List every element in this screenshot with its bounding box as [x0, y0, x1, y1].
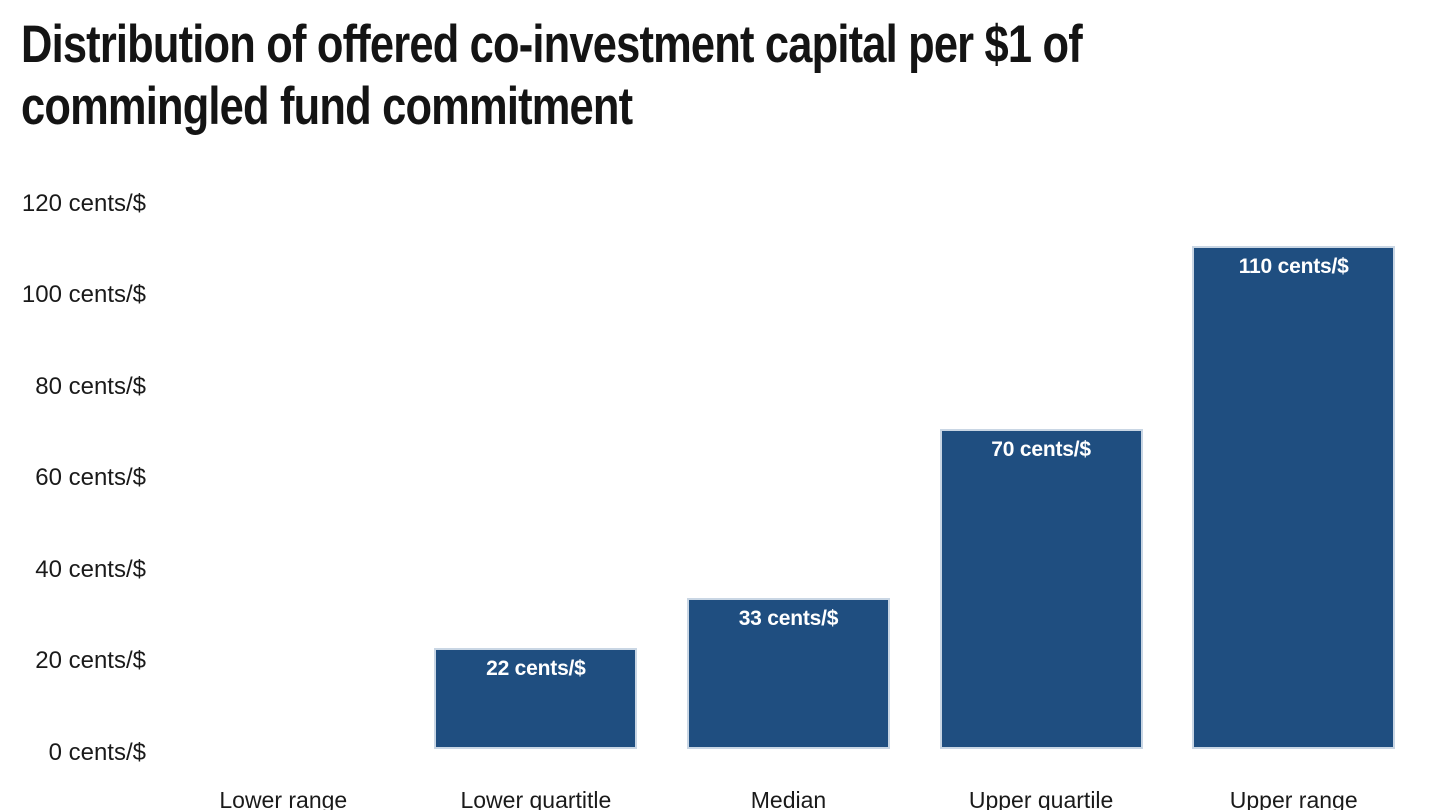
plot-area: Lower range 22 cents/$ Lower quartitle 33 c…: [157, 0, 1420, 810]
x-category-label: Lower quartitle: [460, 787, 612, 810]
bar-value-label: 22 cents/$: [486, 657, 586, 681]
y-tick-label: 100 cents/$: [21, 281, 146, 309]
bar-lower-quartitle: 22 cents/$: [434, 648, 638, 749]
chart-title: Distribution of offered co-investment ca…: [21, 14, 1083, 138]
y-tick-label: 20 cents/$: [35, 647, 146, 675]
bar-upper-range: 110 cents/$: [1192, 246, 1396, 749]
bar-value-label: 110 cents/$: [1238, 255, 1349, 279]
y-axis: 0 cents/$ 20 cents/$ 40 cents/$ 60 cents/$ 8…: [0, 0, 146, 810]
bar-upper-quartile: 70 cents/$: [939, 429, 1143, 749]
x-category-label: Lower range: [219, 787, 348, 810]
y-tick-label: 80 cents/$: [35, 372, 146, 400]
y-tick-label: 40 cents/$: [35, 555, 146, 583]
bar-median: 33 cents/$: [687, 598, 890, 749]
x-category-label: Upper range: [1229, 787, 1358, 810]
bar-value-label: 70 cents/$: [991, 438, 1091, 462]
bar-value-label: 33 cents/$: [738, 607, 839, 631]
y-tick-label: 120 cents/$: [21, 189, 146, 217]
x-category-label: Median: [750, 787, 827, 810]
y-tick-label: 0 cents/$: [48, 738, 146, 766]
y-tick-label: 60 cents/$: [35, 464, 146, 492]
chart-title-line-1: Distribution of offered co-investment ca…: [21, 15, 1083, 74]
chart-title-line-2: commingled fund commitment: [21, 77, 633, 136]
x-category-label: Upper quartile: [968, 787, 1114, 810]
